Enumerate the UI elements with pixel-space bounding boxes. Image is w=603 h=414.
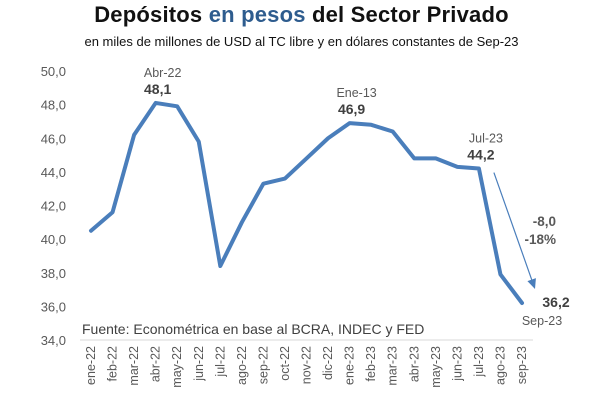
data-point [89, 229, 93, 233]
data-points [89, 101, 524, 305]
annotation-value: 36,2 [542, 294, 569, 310]
arrowhead-icon [527, 278, 536, 290]
data-point [111, 210, 115, 214]
x-tick-label: sep-22 [256, 346, 270, 384]
data-point [412, 156, 416, 160]
data-point [283, 177, 287, 181]
x-tick-label: dic-22 [321, 346, 335, 380]
title-suffix: del Sector Privado [305, 2, 509, 27]
data-point [477, 167, 481, 171]
x-tick-label: nov-22 [300, 346, 314, 384]
data-point [455, 165, 459, 169]
source-note: Fuente: Econométrica en base al BCRA, IN… [82, 321, 424, 337]
series-line [89, 100, 524, 306]
x-tick-label: may-22 [170, 346, 184, 388]
data-point [520, 301, 524, 305]
annotation-date: Abr-22 [144, 66, 182, 80]
change-percent-label: -18% [524, 232, 556, 247]
title-accent: en pesos [208, 2, 306, 27]
annotation-date: Ene-13 [336, 86, 376, 100]
change-absolute-label: -8,0 [533, 214, 556, 229]
chart-subtitle: en miles de millones de USD al TC libre … [84, 34, 519, 49]
annotation-date: Jul-23 [469, 132, 503, 146]
data-point [369, 123, 373, 127]
x-tick-label: sep-23 [515, 346, 529, 384]
y-tick-label: 40,0 [41, 232, 66, 247]
data-point [305, 156, 309, 160]
y-tick-label: 34,0 [41, 333, 66, 348]
data-point [498, 272, 502, 276]
x-tick-label: feb-23 [364, 346, 378, 381]
data-point [175, 104, 179, 108]
data-point [391, 130, 395, 134]
data-point [261, 182, 265, 186]
x-tick-label: abr-22 [149, 346, 163, 382]
chart-title: Depósitos en pesos del Sector Privado [0, 2, 603, 28]
x-tick-label: abr-23 [407, 346, 421, 382]
title-prefix: Depósitos [94, 2, 209, 27]
x-tick-label: mar-23 [386, 346, 400, 386]
y-tick-label: 50,0 [41, 64, 66, 79]
x-tick-label: ago-22 [235, 346, 249, 385]
data-point [132, 133, 136, 137]
x-tick-label: mar-22 [127, 346, 141, 386]
y-tick-label: 38,0 [41, 266, 66, 281]
data-point [218, 264, 222, 268]
annotation-date: Sep-23 [522, 314, 562, 328]
x-tick-label: jun-22 [192, 346, 206, 382]
data-point [197, 140, 201, 144]
change-annotation: -8,0 -18% [493, 172, 556, 290]
annotation-value: 46,9 [338, 101, 365, 117]
y-tick-label: 44,0 [41, 165, 66, 180]
x-tick-label: ago-23 [493, 346, 507, 385]
x-tick-label: ene-23 [343, 346, 357, 385]
annotation-value: 48,1 [144, 81, 171, 97]
data-point [348, 121, 352, 125]
change-arrow [493, 172, 533, 281]
y-tick-label: 48,0 [41, 98, 66, 113]
annotation-value: 44,2 [467, 147, 494, 163]
x-tick-label: may-23 [429, 346, 443, 388]
y-tick-label: 42,0 [41, 199, 66, 214]
y-tick-label: 36,0 [41, 299, 66, 314]
x-tick-label: ene-22 [84, 346, 98, 385]
data-point [326, 136, 330, 140]
x-tick-label: oct-22 [278, 346, 292, 381]
data-point [240, 220, 244, 224]
x-tick-label: jun-23 [450, 346, 464, 382]
x-axis: ene-22 feb-22 mar-22 abr-22 may-22 jun-22 jul-… [84, 346, 529, 388]
y-tick-label: 46,0 [41, 131, 66, 146]
x-tick-label: jul-22 [213, 346, 227, 378]
data-point [434, 156, 438, 160]
x-tick-label: feb-22 [106, 346, 120, 381]
x-tick-label: jul-23 [472, 346, 486, 378]
y-axis: 34,0 36,0 38,0 40,0 42,0 44,0 46,0 48,0 50,0 [41, 64, 66, 348]
data-point [154, 101, 158, 105]
